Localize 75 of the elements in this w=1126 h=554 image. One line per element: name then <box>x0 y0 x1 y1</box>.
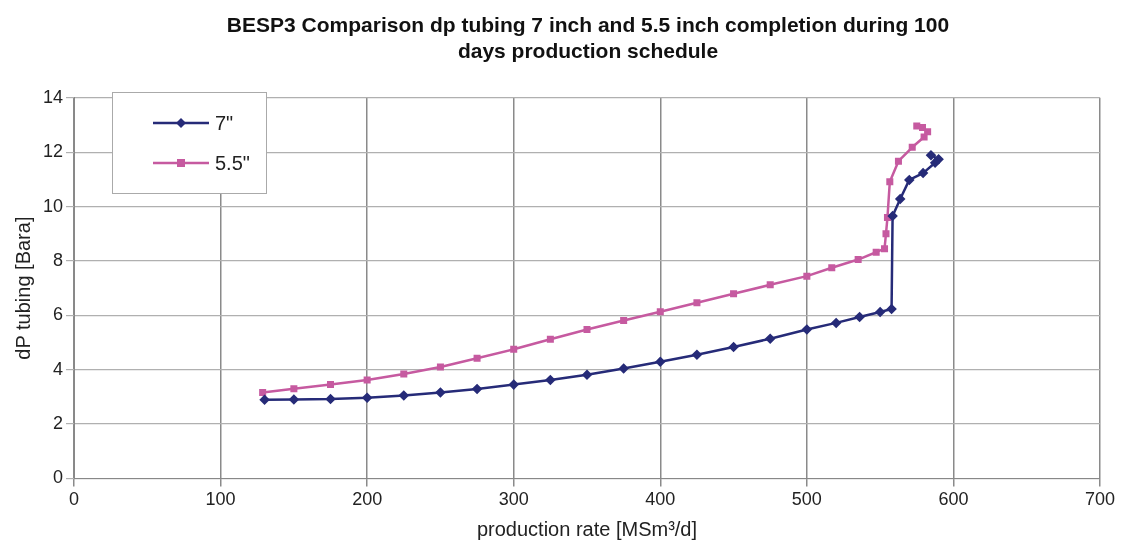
point <box>472 384 482 394</box>
point <box>924 128 932 136</box>
point <box>618 363 629 374</box>
point <box>728 342 739 352</box>
point <box>327 381 335 389</box>
legend-label: 5.5" <box>215 151 250 175</box>
point <box>582 370 592 380</box>
point <box>289 394 299 405</box>
point <box>546 335 554 343</box>
point <box>473 354 481 362</box>
y-tick-label: 2 <box>53 413 64 433</box>
point <box>508 379 519 390</box>
point <box>918 168 928 178</box>
y-tick-label: 6 <box>53 304 64 325</box>
point <box>802 324 812 335</box>
x-tick-label: 200 <box>352 489 383 510</box>
point <box>913 122 921 130</box>
point <box>908 143 916 151</box>
point <box>510 345 518 353</box>
y-tick-label: 4 <box>53 358 64 379</box>
point <box>831 318 841 328</box>
y-tick-label: 8 <box>53 249 64 270</box>
chart-title: BESP3 Comparison dp tubing 7 inch and 5.5 inch completion during 100 days production schedule <box>225 12 951 64</box>
point <box>926 150 936 160</box>
point <box>693 299 701 307</box>
x-tick-label: 400 <box>645 489 676 510</box>
x-tick-label: 600 <box>938 489 969 510</box>
point <box>886 304 897 314</box>
point <box>904 175 915 185</box>
point <box>766 281 774 289</box>
point <box>894 157 902 165</box>
point <box>828 264 836 272</box>
point <box>435 387 446 398</box>
point <box>886 178 894 186</box>
point <box>259 395 270 405</box>
y-tick-label: 0 <box>53 467 64 488</box>
point <box>887 211 898 221</box>
point <box>854 256 862 264</box>
point <box>881 245 889 253</box>
point <box>882 230 890 238</box>
point <box>655 357 666 367</box>
point <box>730 290 738 298</box>
y-tick-label: 12 <box>42 141 64 162</box>
point <box>399 390 409 401</box>
x-tick-label: 500 <box>791 489 822 510</box>
point <box>765 333 775 344</box>
point <box>436 363 444 371</box>
point <box>545 375 556 385</box>
x-tick-label: 300 <box>498 489 529 510</box>
point <box>325 394 336 404</box>
point <box>656 308 664 316</box>
point <box>362 392 372 403</box>
point <box>872 248 880 256</box>
y-tick-label: 14 <box>42 86 64 107</box>
y-axis-title: dP tubing [Bara] <box>11 216 34 360</box>
point <box>583 325 591 333</box>
point <box>692 349 702 360</box>
point <box>620 316 628 324</box>
point <box>875 307 885 317</box>
point <box>400 370 408 378</box>
point <box>920 133 928 141</box>
point <box>933 154 944 164</box>
point <box>259 388 267 397</box>
y-tick-label: 10 <box>42 195 64 216</box>
x-tick-label: 100 <box>205 489 236 510</box>
point <box>290 385 298 393</box>
legend-label: 7" <box>215 111 234 135</box>
point <box>854 312 865 322</box>
point <box>363 376 371 384</box>
x-tick-label: 0 <box>69 489 80 510</box>
point <box>918 123 927 131</box>
x-tick-label: 700 <box>1084 489 1116 510</box>
x-axis-title: production rate [MSm³/d] <box>476 517 698 540</box>
point <box>895 194 905 204</box>
point <box>803 272 811 280</box>
